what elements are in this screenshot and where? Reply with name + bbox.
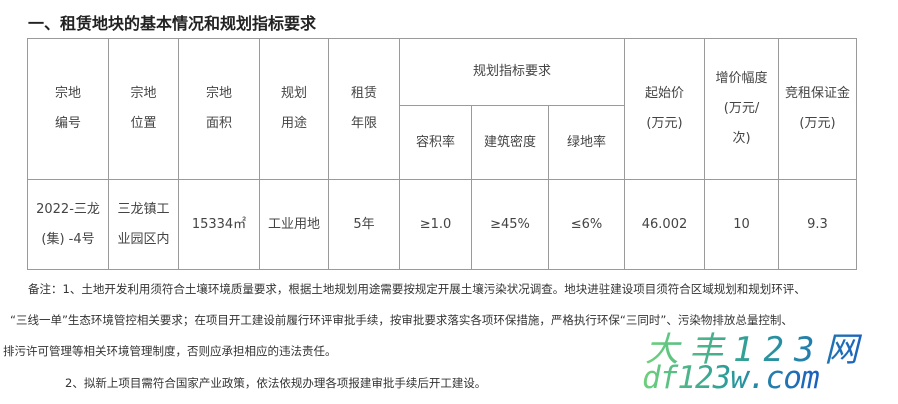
header-deposit: 竞租保证金 (万元) [778,38,857,180]
cell-location: 三龙镇工 业园区内 [108,179,179,270]
header-term: 租赁 年限 [328,38,400,180]
cell-parcel-no: 2022-三龙 (集) -4号 [27,179,109,270]
section-title: 一、租赁地块的基本情况和规划指标要求 [28,14,317,33]
header-location: 宗地 位置 [108,38,179,180]
parcel-table: 宗地 编号 宗地 位置 宗地 面积 规划 用途 租赁 年限 规划指标要求 起始价 (万元) … [27,38,857,270]
cell-far: ≥1.0 [399,179,472,270]
header-increment: 增价幅度 (万元/次) [704,38,779,180]
header-area: 宗地 面积 [178,38,260,180]
cell-area: 15334㎡ [178,179,260,270]
cell-increment: 10 [704,179,779,270]
note-line: 备注：1、土地开发利用须符合土壤环境质量要求，根据土地规划用途需要按规定开展土壤… [28,282,806,296]
watermark-url: df123w.com [642,360,820,396]
note-line: 2、拟新上项目需符合国家产业政策，依法依规办理各项报建审批手续后开工建设。 [65,376,487,390]
table-row: 2022-三龙 (集) -4号 三龙镇工 业园区内 15334㎡ 工业用地 5年 ≥… [27,179,857,270]
header-parcel-no: 宗地 编号 [27,38,109,180]
cell-density: ≥45% [471,179,549,270]
note-line: “三线一单”生态环境管控相关要求；在项目开工建设前履行环评审批手续，按审批要求落… [10,313,793,327]
watermark-logo: 大丰123网 [645,322,868,371]
cell-start-price: 46.002 [624,179,705,270]
header-start-price: 起始价 (万元) [624,38,705,180]
header-far: 容积率 [399,105,472,180]
cell-green: ≤6% [548,179,625,270]
header-use: 规划 用途 [259,38,329,180]
cell-term: 5年 [328,179,400,270]
header-density: 建筑密度 [471,105,549,180]
cell-deposit: 9.3 [778,179,857,270]
header-green: 绿地率 [548,105,625,180]
header-planning: 规划指标要求 [399,38,625,106]
cell-use: 工业用地 [259,179,329,270]
note-line: 排污许可管理等相关环境管理制度，否则应承担相应的违法责任。 [3,344,337,358]
